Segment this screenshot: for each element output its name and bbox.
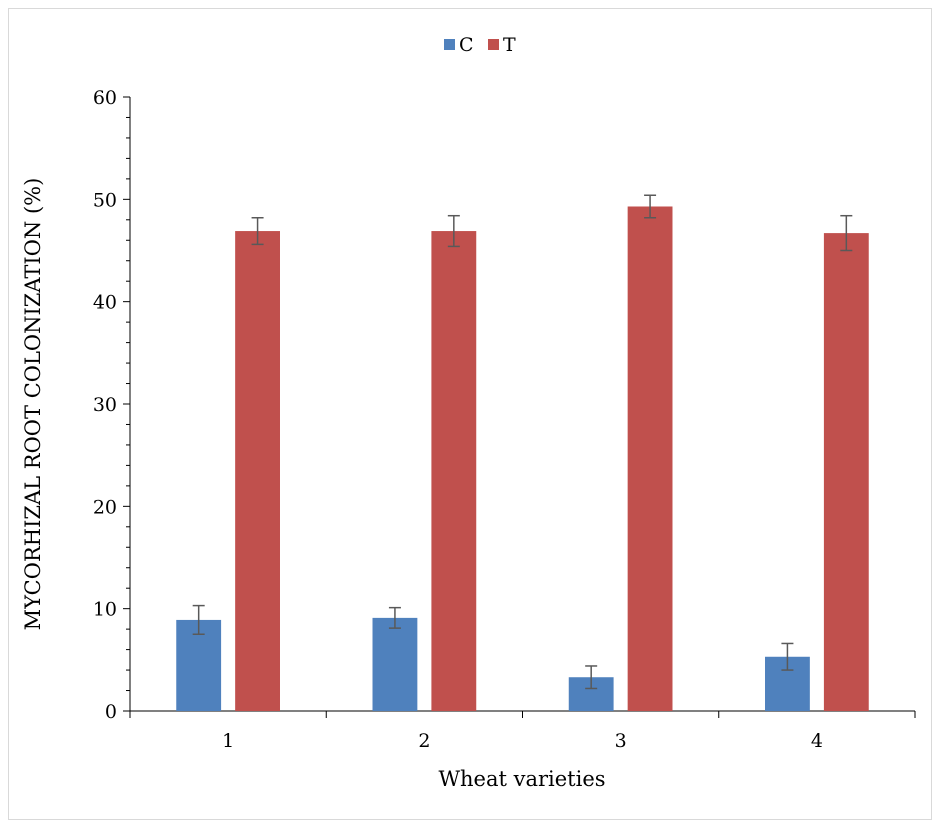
y-axis-title: MYCORHIZAL ROOT COLONIZATION (%) [21,178,45,631]
x-tick-label: 3 [615,730,627,752]
error-bar-c-3 [585,665,598,690]
y-tick-label: 40 [93,292,117,314]
y-tick-label: 30 [93,394,117,416]
x-tick-label: 2 [418,730,430,752]
y-tick-label: 20 [93,496,117,518]
legend: C T [444,34,516,56]
x-tick-label: 1 [222,730,234,752]
error-bar-t-1 [251,217,264,246]
y-axis-ticks: 0 10 20 30 40 50 60 [93,87,130,723]
y-tick-label: 50 [93,189,117,211]
bar-c-2 [372,617,418,711]
legend-swatch-c [444,39,455,50]
legend-label-c: C [459,34,474,56]
bar-t-4 [823,233,869,711]
y-tick-label: 0 [105,701,117,723]
legend-label-t: T [503,34,516,56]
bars [176,206,869,711]
y-tick-label: 60 [93,87,117,109]
error-bar-c-4 [781,642,794,671]
error-bar-c-1 [192,604,205,635]
x-axis-title: Wheat varieties [438,767,605,791]
bar-c-1 [176,619,222,711]
error-bar-t-3 [644,194,657,219]
error-bar-t-2 [447,214,460,248]
x-axis-ticks: 1 2 3 4 [129,711,916,752]
error-bar-c-2 [388,606,401,629]
bar-t-3 [627,206,673,711]
error-bar-t-4 [840,214,853,252]
y-tick-label: 10 [93,599,117,621]
legend-swatch-t [488,39,499,50]
bar-t-2 [431,231,477,711]
bar-t-1 [235,231,280,711]
error-bars [192,194,853,690]
x-tick-label: 4 [811,730,823,752]
